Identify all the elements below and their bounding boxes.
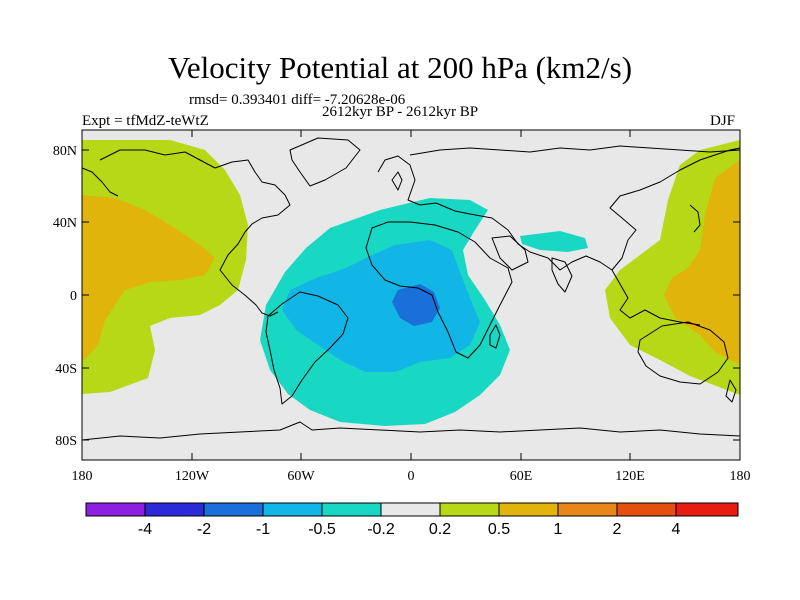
field-neg-strong	[392, 284, 440, 326]
coastline-eurasia	[377, 147, 740, 271]
field-pos-mid-west	[82, 195, 215, 362]
colorbar-swatch	[263, 503, 322, 516]
coastline-eurasia-north	[409, 145, 740, 156]
lat-label-40s: 40S	[55, 362, 77, 377]
coastline-south-america	[265, 291, 349, 405]
lat-label-80s: 80S	[55, 434, 77, 449]
coastline-japan	[689, 204, 701, 233]
season-label: DJF	[710, 113, 736, 129]
field-neg-mid	[282, 240, 480, 372]
lon-labels: 180 120W 60W 0 60E 120E 180	[72, 469, 751, 484]
coastline-madagascar	[489, 324, 501, 349]
period-label: 2612kyr BP - 2612kyr BP	[322, 104, 479, 120]
coastline-antarctica	[82, 421, 740, 441]
colorbar-label: -2	[197, 521, 211, 538]
colorbar-dividers	[85, 502, 739, 517]
lon-label-180w: 180	[72, 469, 93, 484]
coastline-southeast-asia	[611, 269, 701, 326]
experiment-label: Expt = tfMdZ-teWtZ	[82, 113, 209, 129]
coastlines	[82, 137, 740, 441]
stats-line: rmsd= 0.393401 diff= -7.20628e-06	[189, 92, 406, 108]
coastline-australia	[637, 321, 729, 385]
lat-labels: 80N 40N 0 40S 80S	[53, 144, 77, 449]
colorbar-swatch	[440, 503, 499, 516]
colorbar-swatch	[204, 503, 263, 516]
lon-label-0: 0	[408, 469, 415, 484]
colorbar-label: 4	[672, 521, 681, 538]
lon-ticks	[81, 130, 741, 460]
coastline-uk	[391, 171, 403, 191]
field-neg-light-arabia	[520, 231, 588, 252]
colorbar-swatch	[499, 503, 558, 516]
lat-label-80n: 80N	[53, 144, 77, 159]
coastline-alaska	[82, 167, 119, 197]
lon-label-120w: 120W	[175, 469, 210, 484]
colorbar-labels: -4 -2 -1 -0.5 -0.2 0.2 0.5 1 2 4	[138, 521, 681, 538]
coastline-arabia	[491, 235, 529, 271]
colorbar-swatch	[617, 503, 676, 516]
lat-ticks	[82, 149, 740, 441]
coastline-north-america	[99, 149, 291, 317]
colorbar-swatch	[676, 503, 738, 516]
lat-label-0: 0	[70, 289, 77, 304]
colorbar-label: -4	[138, 521, 152, 538]
colorbar-outline	[85, 502, 739, 517]
colorbar-swatch	[86, 503, 145, 516]
colorbar-label: 0.2	[429, 521, 451, 538]
colorbar-label: 1	[554, 521, 563, 538]
coastline-india	[551, 257, 573, 293]
coastline-new-zealand	[725, 379, 737, 403]
coastline-greenland	[289, 137, 361, 187]
colorbar-swatch	[558, 503, 617, 516]
colorbar: -4 -2 -1 -0.5 -0.2 0.2 0.5 1 2 4	[85, 502, 739, 538]
lon-label-60w: 60W	[287, 469, 315, 484]
colorbar-swatch	[381, 503, 440, 516]
colorbar-label: 0.5	[488, 521, 510, 538]
colorbar-label: -1	[256, 521, 270, 538]
lat-label-40n: 40N	[53, 216, 77, 231]
map-title: Velocity Potential at 200 hPa (km2/s)	[167, 50, 633, 85]
colorbar-label: -0.2	[367, 521, 395, 538]
lon-label-60e: 60E	[510, 469, 533, 484]
lon-label-180e: 180	[730, 469, 751, 484]
colorbar-label: -0.5	[308, 521, 336, 538]
colorbar-swatch	[145, 503, 204, 516]
colorbar-label: 2	[613, 521, 622, 538]
colorbar-swatch	[322, 503, 381, 516]
field-pos-mid-east	[664, 160, 740, 365]
lon-label-120e: 120E	[615, 469, 645, 484]
contour-fields	[82, 137, 740, 441]
coastline-africa	[365, 221, 513, 359]
